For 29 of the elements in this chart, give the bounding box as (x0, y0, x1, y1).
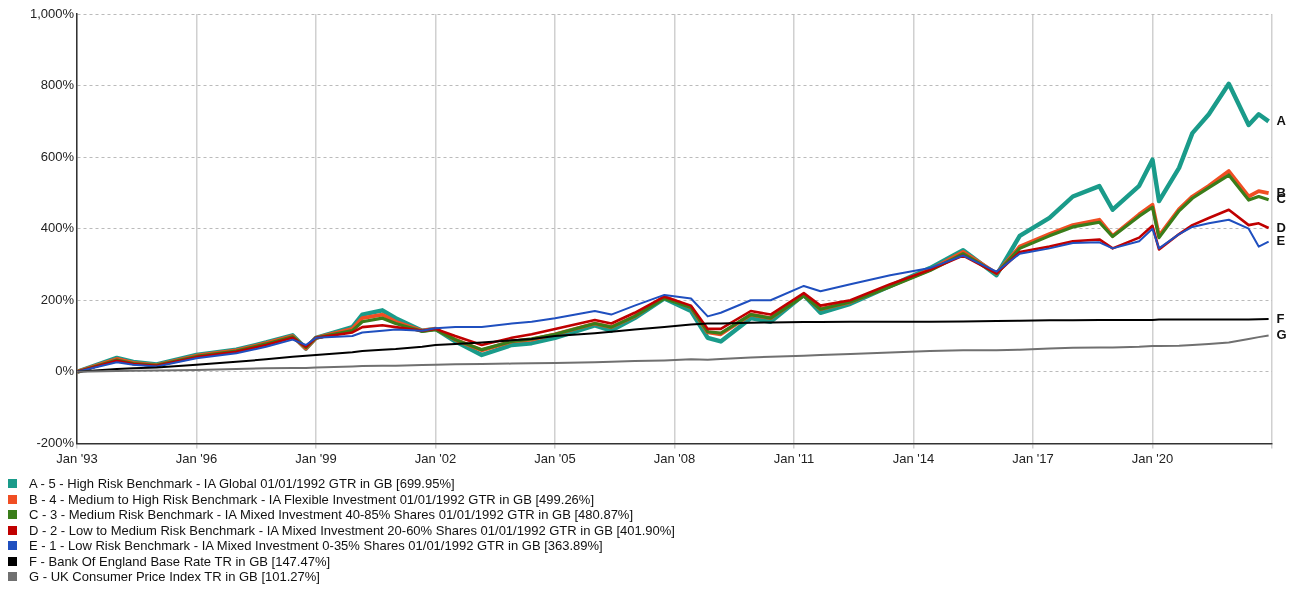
x-tick-label: Jan '11 (773, 450, 815, 466)
x-tick-label: Jan '20 (1131, 450, 1174, 466)
y-tick-label: 200% (40, 291, 75, 307)
x-tick-label: Jan '96 (175, 450, 218, 466)
x-tick-label: Jan '17 (1012, 450, 1054, 466)
x-tick-label: Jan '99 (295, 450, 337, 466)
y-tick-label: 800% (40, 77, 75, 93)
annotation: D (1276, 219, 1287, 235)
y-tick-label: -200% (36, 434, 75, 450)
x-tick-label: Jan '02 (414, 450, 457, 466)
annotation: A (1276, 112, 1287, 128)
x-tick-label: Jan '14 (892, 450, 935, 466)
legend-label: B - 4 - Medium to High Risk Benchmark - IA Flexible Investment 01/01/1992 GTR in GB [499.26%] (29, 491, 595, 507)
annotation: F (1276, 310, 1285, 326)
y-tick-label: 1,000% (29, 5, 75, 21)
x-tick-label: Jan '08 (653, 450, 696, 466)
x-tick-label: Jan '93 (56, 450, 98, 466)
annotation: E (1276, 233, 1286, 249)
y-tick-label: 600% (40, 148, 75, 164)
annotation: G (1276, 327, 1287, 343)
legend-label: C - 3 - Medium Risk Benchmark - IA Mixed Investment 40-85% Shares 01/01/1992 GTR in GB [480.87%] (29, 507, 634, 523)
legend-label: A - 5 - High Risk Benchmark - IA Global 01/01/1992 GTR in GB [699.95%] (29, 476, 455, 492)
y-tick-label: 400% (40, 220, 75, 236)
legend-label: G - UK Consumer Price Index TR in GB [101.27%] (29, 569, 320, 585)
legend-label: D - 2 - Low to Medium Risk Benchmark - IA Mixed Investment 20-60% Shares 01/01/1992 GTR in GB [401.90%] (29, 522, 675, 538)
x-tick-label: Jan '05 (534, 450, 576, 466)
y-tick-label: 0% (55, 363, 75, 379)
legend-label: E - 1 - Low Risk Benchmark - IA Mixed Investment 0-35% Shares 01/01/1992 GTR in GB [363.89%] (29, 538, 603, 554)
legend-label: F - Bank Of England Base Rate TR in GB [147.47%] (29, 553, 331, 569)
